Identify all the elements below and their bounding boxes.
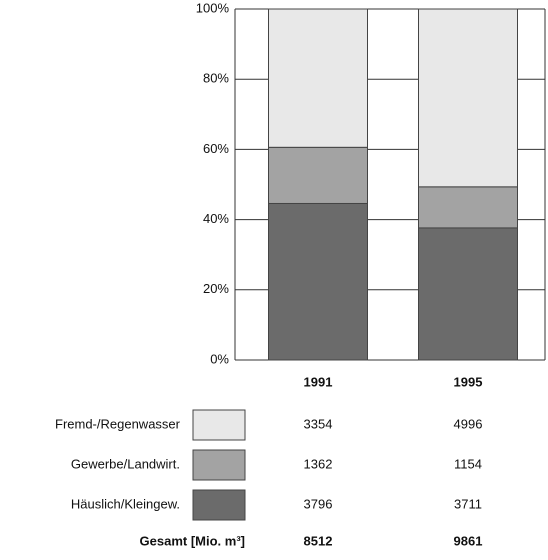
y-tick-label: 20% — [203, 281, 229, 296]
category-label: 1991 — [304, 374, 333, 389]
table-value: 3796 — [304, 496, 333, 511]
table-value: 4996 — [454, 416, 483, 431]
total-value: 8512 — [304, 533, 333, 548]
bar-segment — [268, 8, 368, 148]
legend-swatch — [192, 409, 246, 441]
table-value: 1362 — [304, 456, 333, 471]
legend-swatch — [192, 489, 246, 521]
bar-segment — [418, 186, 518, 229]
bar-segment — [418, 8, 518, 188]
bar-segment — [418, 227, 518, 361]
table-value: 3711 — [454, 496, 482, 511]
bar-segment — [268, 202, 368, 361]
y-tick-label: 60% — [203, 141, 229, 156]
y-tick-label: 100% — [196, 0, 230, 15]
legend-label: Gewerbe/Landwirt. — [71, 456, 180, 471]
bar-segment — [268, 146, 368, 204]
legend-label: Fremd-/Regenwasser — [55, 416, 181, 431]
table-value: 1154 — [454, 456, 482, 471]
y-tick-label: 0% — [210, 351, 229, 366]
legend-label: Häuslich/Kleingew. — [71, 496, 180, 511]
y-tick-label: 40% — [203, 211, 229, 226]
table-value: 3354 — [304, 416, 333, 431]
legend-swatch — [192, 449, 246, 481]
category-label: 1995 — [454, 374, 483, 389]
y-tick-label: 80% — [203, 71, 229, 86]
total-value: 9861 — [454, 533, 483, 548]
totals-label: Gesamt [Mio. m³] — [140, 533, 245, 548]
